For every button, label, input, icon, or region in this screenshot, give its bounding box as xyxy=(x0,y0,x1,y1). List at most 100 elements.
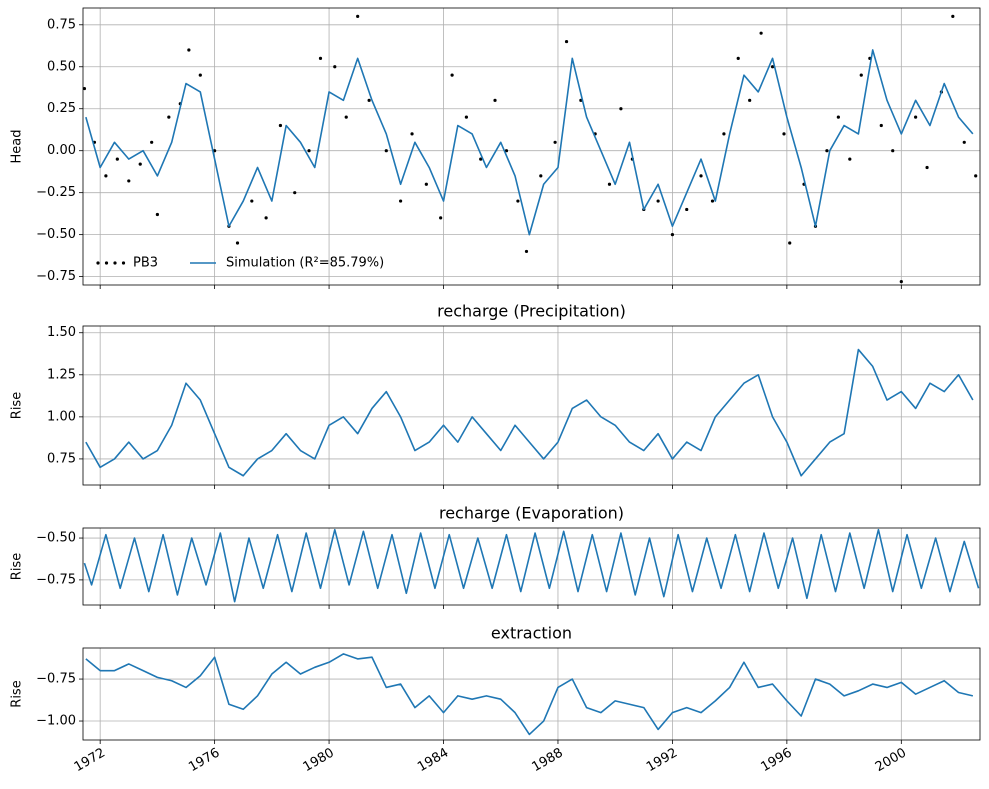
data-point xyxy=(235,241,240,245)
data-point xyxy=(516,199,520,203)
data-point xyxy=(925,165,929,170)
data-point xyxy=(138,162,142,166)
x-tick-label: 1988 xyxy=(530,746,566,776)
data-point xyxy=(424,182,428,186)
y-tick-label: −0.25 xyxy=(36,185,76,200)
axes: −0.75 −0.50 recharge (Evaporation) Rise xyxy=(10,504,981,609)
data-point xyxy=(493,98,497,102)
data-point xyxy=(962,140,966,144)
data-point xyxy=(553,140,557,144)
data-point xyxy=(974,174,978,178)
y-tick-label: −0.75 xyxy=(36,572,76,587)
data-point xyxy=(782,132,786,136)
y-axis-label: Rise xyxy=(10,392,25,419)
panel-title: recharge (Precipitation) xyxy=(437,302,626,321)
data-point xyxy=(450,73,454,77)
data-point xyxy=(710,199,715,203)
axes-frame xyxy=(82,325,981,486)
data-point xyxy=(891,149,895,153)
y-tick-label: 1.25 xyxy=(47,367,76,382)
data-point xyxy=(670,233,675,237)
data-point xyxy=(104,174,108,178)
data-point xyxy=(788,241,792,245)
data-point xyxy=(685,207,689,212)
data-point xyxy=(278,123,283,128)
data-point xyxy=(656,199,660,203)
data-point xyxy=(859,73,863,77)
y-tick-label: 0.75 xyxy=(47,451,76,466)
data-point xyxy=(607,182,612,186)
plot-area xyxy=(83,528,980,603)
data-point xyxy=(736,56,740,60)
data-point xyxy=(293,191,297,195)
data-point xyxy=(836,115,840,119)
legend-marker xyxy=(121,261,126,265)
data-point xyxy=(333,65,337,69)
y-tick-label: −1.00 xyxy=(36,714,76,729)
data-point xyxy=(155,212,159,217)
data-point xyxy=(879,123,883,128)
data-point xyxy=(770,65,775,69)
y-tick-label: −0.50 xyxy=(36,531,76,546)
y-axis-label: Rise xyxy=(10,680,25,707)
data-point xyxy=(264,216,268,220)
data-point xyxy=(187,48,191,52)
data-point xyxy=(464,115,469,119)
data-point xyxy=(318,56,323,60)
data-point xyxy=(356,14,360,18)
data-point xyxy=(398,199,403,203)
data-point xyxy=(115,157,119,161)
data-point xyxy=(198,73,202,77)
data-point xyxy=(250,199,254,203)
data-point xyxy=(759,31,763,35)
y-tick-label: 1.50 xyxy=(47,325,76,340)
data-point xyxy=(748,98,752,102)
x-tick-label: 1976 xyxy=(186,746,222,776)
data-point xyxy=(439,216,443,220)
data-point xyxy=(479,157,483,161)
panel-title: extraction xyxy=(491,624,572,643)
legend-label: PB3 xyxy=(133,256,158,271)
data-point xyxy=(367,98,371,102)
axes: 0.75 1.00 1.25 1.50 recharge (Precipitation)… xyxy=(10,302,981,489)
legend-label: Simulation (R²=85.79%) xyxy=(226,256,384,271)
data-point xyxy=(899,280,903,284)
panel-title: recharge (Evaporation) xyxy=(439,504,624,523)
y-axis-label: Rise xyxy=(10,553,25,580)
data-point xyxy=(344,115,348,119)
data-point xyxy=(951,14,955,18)
x-tick-label: 1992 xyxy=(644,746,680,776)
axes-frame xyxy=(82,527,981,606)
legend-marker xyxy=(113,261,117,265)
data-point xyxy=(307,149,311,153)
data-point xyxy=(127,179,131,183)
data-point xyxy=(150,140,154,144)
data-point xyxy=(564,39,569,44)
line-series xyxy=(85,49,974,236)
y-tick-label: 0.75 xyxy=(47,17,76,32)
line-series xyxy=(85,653,974,736)
axes: −0.75 −0.50 −0.25 0.00 0.25 0.50 0.75 Head PB3 Si… xyxy=(10,7,981,289)
data-point xyxy=(825,149,829,153)
data-point xyxy=(167,115,171,119)
data-point xyxy=(524,249,529,254)
data-point xyxy=(504,149,509,153)
y-tick-label: 0.25 xyxy=(47,101,76,116)
plot-area xyxy=(85,653,974,736)
y-tick-label: −0.75 xyxy=(36,269,76,284)
x-tick-label: 1984 xyxy=(415,746,451,776)
data-point xyxy=(722,132,726,136)
legend-marker xyxy=(104,261,109,265)
y-tick-label: −0.75 xyxy=(36,672,76,687)
data-point xyxy=(384,149,388,153)
axes-frame xyxy=(82,7,981,286)
y-tick-label: 0.50 xyxy=(47,59,76,74)
y-tick-label: 1.00 xyxy=(47,409,76,424)
plot-area xyxy=(83,14,978,284)
data-point xyxy=(410,132,414,136)
x-tick-label: 1996 xyxy=(758,746,794,776)
data-point xyxy=(539,174,543,178)
y-axis-label: Head xyxy=(10,130,25,164)
line-series xyxy=(85,348,974,477)
